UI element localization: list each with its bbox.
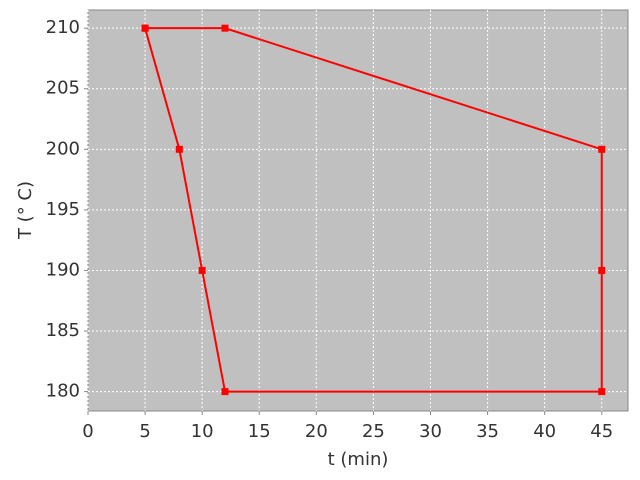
x-tick-label: 40 xyxy=(533,421,556,442)
y-tick-label: 185 xyxy=(46,320,80,341)
plot-area xyxy=(87,9,629,412)
y-tick-label: 180 xyxy=(46,381,80,402)
x-tick-label: 20 xyxy=(305,421,328,442)
y-tick-label: 205 xyxy=(46,78,80,99)
y-axis-label: T (° C) xyxy=(15,181,36,240)
x-tick-label: 30 xyxy=(419,421,442,442)
marker xyxy=(221,24,229,32)
marker xyxy=(141,24,149,32)
y-tick-label: 190 xyxy=(46,259,80,280)
y-tick-label: 200 xyxy=(46,138,80,159)
marker xyxy=(598,388,606,396)
x-tick-label: 5 xyxy=(139,421,150,442)
x-tick-label: 25 xyxy=(362,421,385,442)
y-tick-label: 195 xyxy=(46,199,80,220)
marker xyxy=(175,145,183,153)
marker xyxy=(598,145,606,153)
x-axis-label: t (min) xyxy=(328,449,389,470)
marker xyxy=(598,266,606,274)
x-tick-label: 10 xyxy=(191,421,214,442)
x-tick-label: 45 xyxy=(590,421,613,442)
x-tick-label: 15 xyxy=(248,421,271,442)
x-tick-label: 0 xyxy=(82,421,93,442)
x-tick-label: 35 xyxy=(476,421,499,442)
marker xyxy=(198,266,206,274)
marker xyxy=(221,388,229,396)
y-tick-label: 210 xyxy=(46,17,80,38)
